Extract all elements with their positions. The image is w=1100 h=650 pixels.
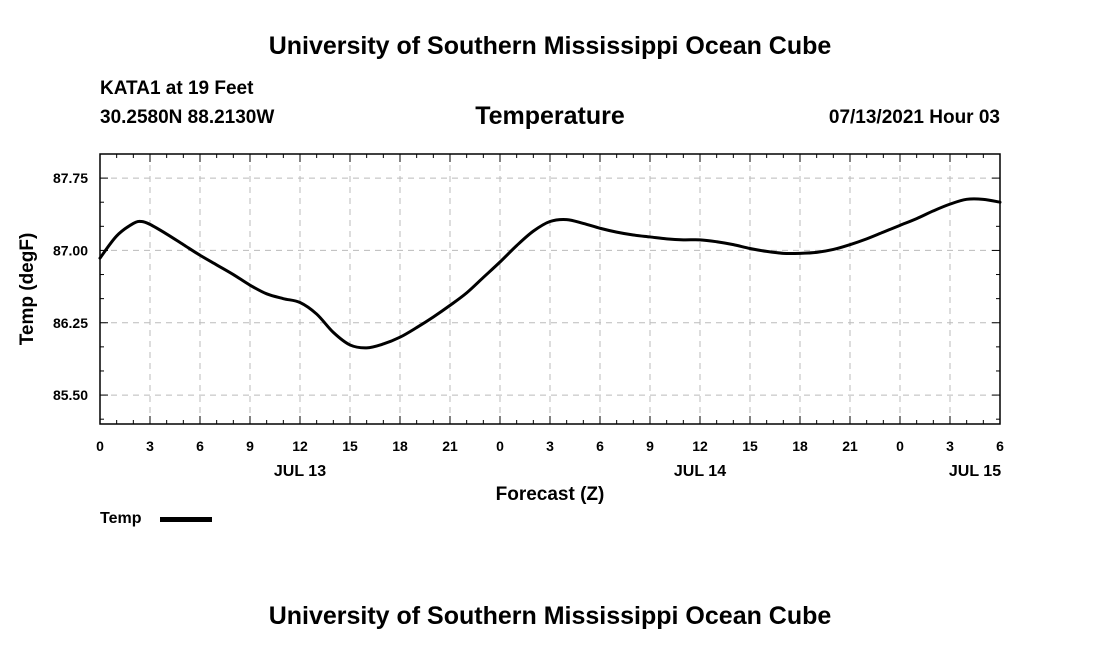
x-tick-label: 15 bbox=[342, 438, 358, 454]
top-title: University of Southern Mississippi Ocean… bbox=[268, 32, 832, 60]
x-tick-label: 3 bbox=[546, 438, 554, 454]
x-tick-label: 9 bbox=[246, 438, 254, 454]
x-tick-label: 9 bbox=[646, 438, 654, 454]
y-axis-title: Temp (degF) bbox=[17, 233, 38, 346]
series-layer bbox=[98, 197, 1002, 350]
y-tick-label: 86.25 bbox=[53, 315, 88, 331]
axis-labels: Temp (degF) Forecast (Z) bbox=[17, 233, 604, 505]
legend-line-swatch bbox=[160, 517, 212, 522]
temp-series-line bbox=[98, 197, 1002, 350]
x-tick-label: 6 bbox=[996, 438, 1004, 454]
station-label: KATA1 at 19 Feet bbox=[100, 78, 254, 99]
x-tick-label: 3 bbox=[946, 438, 954, 454]
legend-label: Temp bbox=[100, 510, 142, 527]
bottom-title: University of Southern Mississippi Ocean… bbox=[268, 602, 832, 630]
x-tick-label: 12 bbox=[292, 438, 308, 454]
date-label: JUL 13 bbox=[274, 463, 326, 480]
axis-ticks: 0 3 6 9 12 15 18 21 0 3 6 9 12 15 18 21 0 3 6 JUL 13 JUL 14 J… bbox=[53, 153, 1004, 480]
grid-lines bbox=[100, 154, 1000, 424]
x-tick-label: 6 bbox=[596, 438, 604, 454]
x-tick-label: 12 bbox=[692, 438, 708, 454]
x-tick-label: 18 bbox=[392, 438, 408, 454]
coordinates-label: 30.2580N 88.2130W bbox=[100, 107, 275, 128]
x-tick-label: 18 bbox=[792, 438, 808, 454]
x-tick-label: 0 bbox=[496, 438, 504, 454]
y-tick-label: 85.50 bbox=[53, 387, 88, 403]
x-tick-label: 21 bbox=[442, 438, 458, 454]
y-tick-label: 87.00 bbox=[53, 242, 88, 258]
x-tick-label: 15 bbox=[742, 438, 758, 454]
date-label: JUL 14 bbox=[674, 463, 726, 480]
variable-title: Temperature bbox=[475, 102, 625, 130]
x-tick-label: 0 bbox=[896, 438, 904, 454]
datetime-label: 07/13/2021 Hour 03 bbox=[828, 107, 1000, 128]
date-label: JUL 15 bbox=[949, 463, 1001, 480]
y-tick-label: 87.75 bbox=[53, 170, 88, 186]
x-tick-label: 3 bbox=[146, 438, 154, 454]
x-tick-label: 6 bbox=[196, 438, 204, 454]
x-tick-label: 21 bbox=[842, 438, 858, 454]
x-tick-label: 0 bbox=[96, 438, 104, 454]
x-axis-title: Forecast (Z) bbox=[496, 484, 605, 505]
